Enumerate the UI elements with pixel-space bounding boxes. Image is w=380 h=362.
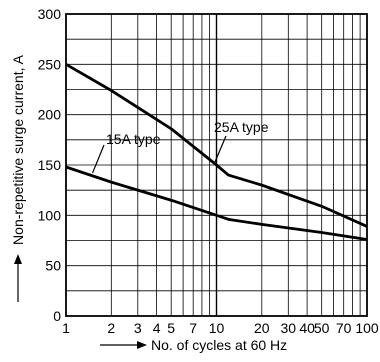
grid <box>66 14 367 316</box>
y-tick-label: 250 <box>38 56 62 72</box>
x-tick-label: 100 <box>355 320 379 336</box>
x-tick-label: 5 <box>167 320 175 336</box>
x-tick-label: 1 <box>62 320 70 336</box>
x-tick-label: 7 <box>189 320 197 336</box>
series-line-1 <box>65 165 368 241</box>
y-tick-label: 150 <box>38 157 62 173</box>
series-lines <box>65 63 368 241</box>
x-tick-label: 40 <box>299 320 315 336</box>
x-axis-arrow-head <box>137 341 147 349</box>
y-tick-label: 300 <box>38 6 62 22</box>
labels: 25A type 15A type Non-repetitive surge cur… <box>10 54 287 353</box>
x-tick-label: 2 <box>107 320 115 336</box>
series-label-leader-15a <box>91 144 105 174</box>
x-tick-label: 4 <box>153 320 161 336</box>
series-label-leader-25a <box>213 135 227 164</box>
x-tick-label: 3 <box>134 320 142 336</box>
series-line-0 <box>65 63 368 228</box>
plot-frame <box>65 13 368 317</box>
x-axis-title: No. of cycles at 60 Hz <box>151 337 287 353</box>
y-axis-title: Non-repetitive surge current, A <box>10 54 26 245</box>
x-tick-label: 30 <box>281 320 297 336</box>
x-tick-label: 10 <box>209 320 225 336</box>
x-tick-label: 70 <box>336 320 352 336</box>
y-tick-label: 50 <box>45 258 61 274</box>
x-tick-label: 50 <box>314 320 330 336</box>
series-label-25a: 25A type <box>214 119 269 135</box>
y-tick-label: 200 <box>38 107 62 123</box>
y-tick-label: 0 <box>53 308 61 324</box>
y-axis-arrow-head <box>14 254 22 264</box>
x-tick-label: 20 <box>254 320 270 336</box>
series-label-15a: 15A type <box>106 131 161 147</box>
y-tick-label: 100 <box>38 207 62 223</box>
